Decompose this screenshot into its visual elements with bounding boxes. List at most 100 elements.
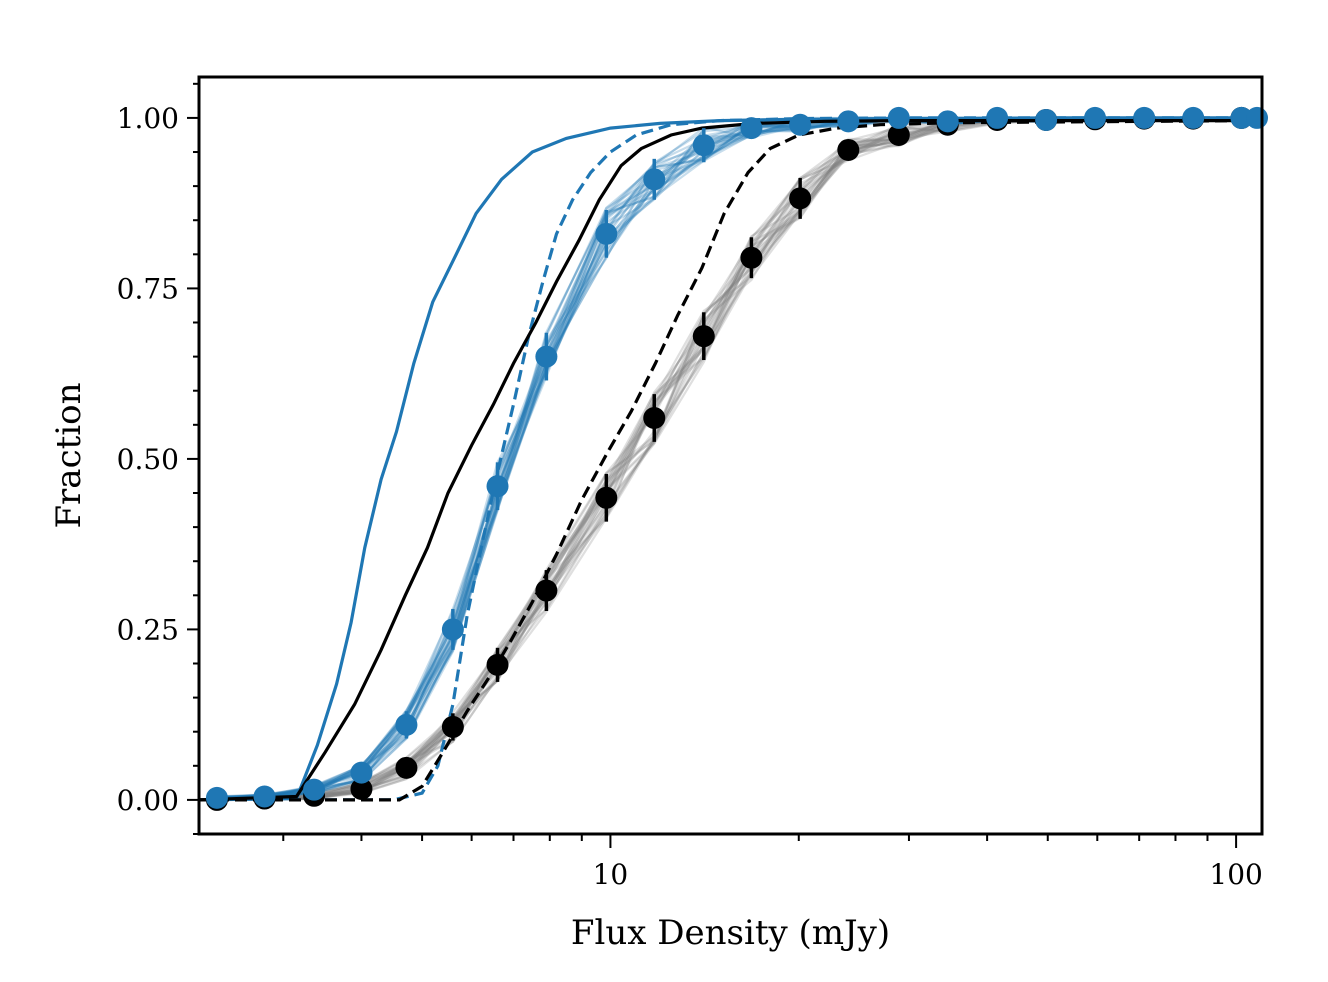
grey-realization [216, 116, 1242, 801]
plot-frame [197, 75, 1264, 836]
blue-realization [216, 116, 1257, 798]
grey-realization [216, 116, 1242, 801]
blue-realization [216, 116, 1257, 800]
grey-realization [216, 116, 1242, 801]
black-data-point [486, 653, 509, 676]
blue-realization [216, 116, 1257, 801]
grey-realization [216, 116, 1242, 801]
blue-data-point [692, 134, 715, 157]
blue-data-point [837, 110, 860, 133]
grey-realization [216, 116, 1242, 801]
grey-realization [216, 116, 1242, 801]
grey-realization [216, 116, 1242, 801]
blue-realization [216, 116, 1257, 798]
grey-realization [216, 116, 1242, 801]
blue-realization [216, 116, 1258, 798]
blue-realization [216, 116, 1258, 800]
blue-data-point [936, 110, 959, 133]
blue-realization [216, 116, 1258, 799]
series-curves [199, 116, 1262, 802]
blue-realization [216, 116, 1257, 800]
realization-curves [216, 116, 1258, 802]
black-data-point [692, 325, 715, 348]
blue-realization [216, 116, 1258, 798]
y-tick-label: 0.75 [117, 272, 179, 305]
grey-realization [216, 116, 1242, 801]
black-data-point [395, 756, 418, 779]
y-axis-label: Fraction [49, 382, 89, 528]
black-data-point [837, 138, 860, 161]
error-bars [215, 114, 1259, 802]
grey-realization [216, 116, 1242, 800]
y-tick-label: 0.25 [117, 613, 179, 646]
grey-realization [216, 116, 1242, 802]
blue-realization [216, 116, 1258, 801]
blue-data-point [1133, 106, 1156, 129]
blue-data-point [986, 106, 1009, 129]
blue-realization [216, 116, 1258, 800]
blue-data-point [441, 618, 464, 641]
black-data-point [643, 406, 666, 429]
blue-realization [216, 116, 1257, 801]
blue-realization [216, 116, 1258, 800]
grey-realization [216, 116, 1242, 801]
blue-realization [216, 116, 1257, 799]
blue-data-point [205, 786, 228, 809]
blue-data-point [350, 761, 373, 784]
blue-data-point [595, 222, 618, 245]
x-tick-label: 10 [593, 858, 629, 891]
blue-model-dashed-line [199, 116, 1262, 802]
grey-realization [216, 116, 1242, 801]
blue-realization [216, 116, 1257, 800]
y-tick-label: 0.50 [117, 443, 179, 476]
blue-realization [216, 116, 1258, 801]
blue-realization [216, 116, 1258, 799]
blue-realization [216, 116, 1257, 799]
blue-realization [216, 116, 1257, 799]
grey-realization [216, 116, 1242, 801]
blue-data-point [1084, 106, 1107, 129]
grey-realization [216, 116, 1242, 801]
grey-realization [216, 116, 1242, 802]
blue-data-point [789, 113, 812, 136]
blue-realization [216, 116, 1258, 800]
blue-data-point [740, 117, 763, 140]
blue-data-point [395, 713, 418, 736]
blue-data-point [486, 475, 509, 498]
black-data-point [595, 486, 618, 509]
grey-realization [216, 116, 1242, 801]
grey-realization [216, 116, 1242, 801]
blue-data-point [887, 106, 910, 129]
grey-realization [216, 116, 1242, 802]
black-data-point [350, 777, 373, 800]
grey-realization [216, 116, 1242, 801]
blue-data-point [1230, 106, 1253, 129]
data-markers [205, 106, 1269, 811]
x-axis-label: Flux Density (mJy) [571, 913, 890, 953]
blue-data-point [535, 345, 558, 368]
black-data-point [887, 123, 910, 146]
black-model-solid-line [199, 119, 1262, 802]
x-tick-label: 100 [1209, 858, 1262, 891]
grey-realization [216, 116, 1242, 801]
blue-realization [216, 116, 1257, 801]
blue-data-point [1246, 106, 1269, 129]
blue-data-point [643, 168, 666, 191]
grey-realization [216, 116, 1242, 801]
grey-realization [216, 116, 1242, 801]
grey-realization [216, 116, 1242, 801]
y-tick-label: 1.00 [117, 102, 179, 135]
blue-data-point [303, 778, 326, 801]
axis-ticks: 0.00 0.25 0.50 0.75 1.00 10 100 [117, 82, 1263, 891]
blue-realization [216, 116, 1258, 801]
grey-realization [216, 116, 1242, 800]
black-data-point [740, 246, 763, 269]
y-tick-label: 0.00 [117, 784, 179, 817]
grey-realization [216, 116, 1242, 801]
blue-realization [216, 116, 1257, 800]
grey-realization [216, 116, 1242, 801]
blue-realization [216, 116, 1258, 800]
black-data-point [441, 715, 464, 738]
blue-realization [216, 116, 1257, 798]
